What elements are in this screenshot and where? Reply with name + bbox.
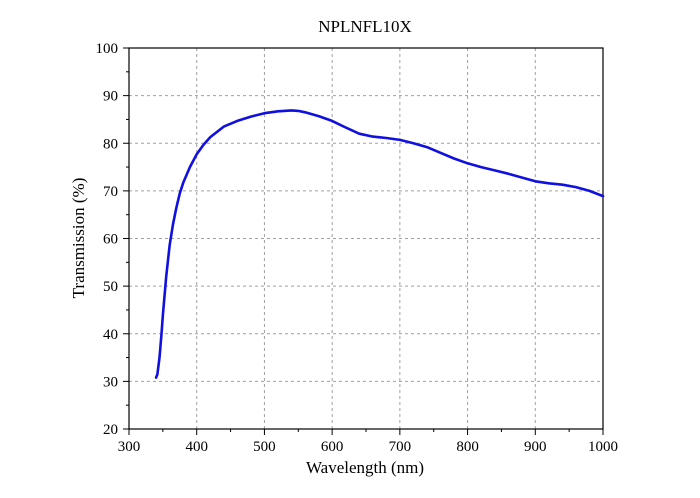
x-tick-label: 600 [321, 439, 344, 455]
series-layer [154, 109, 605, 379]
y-tick-label: 50 [103, 279, 118, 295]
x-tick-label: 800 [456, 439, 479, 455]
x-axis-label: Wavelength (nm) [306, 458, 424, 477]
y-tick-label: 100 [96, 41, 119, 57]
y-tick-label: 20 [103, 422, 118, 438]
x-axis: 300 400 500 600 700 800 900 1000 [118, 429, 618, 455]
x-tick-label: 500 [253, 439, 276, 455]
x-tick-label: 900 [524, 439, 547, 455]
y-tick-label: 90 [103, 89, 118, 105]
y-tick-label: 80 [103, 136, 118, 152]
transmission-series-line [154, 109, 605, 379]
y-axis-label: Transmission (%) [69, 178, 88, 299]
x-tick-label: 1000 [588, 439, 618, 455]
grid [129, 48, 603, 429]
y-tick-label: 60 [103, 232, 118, 248]
y-tick-label: 40 [103, 327, 118, 343]
chart-title: NPLNFL10X [318, 17, 412, 36]
y-tick-label: 30 [103, 374, 118, 390]
x-tick-label: 700 [389, 439, 412, 455]
y-axis: 20 30 40 50 60 70 80 90 100 [96, 41, 129, 438]
x-tick-label: 300 [118, 439, 141, 455]
x-tick-label: 400 [185, 439, 208, 455]
y-tick-label: 70 [103, 184, 118, 200]
